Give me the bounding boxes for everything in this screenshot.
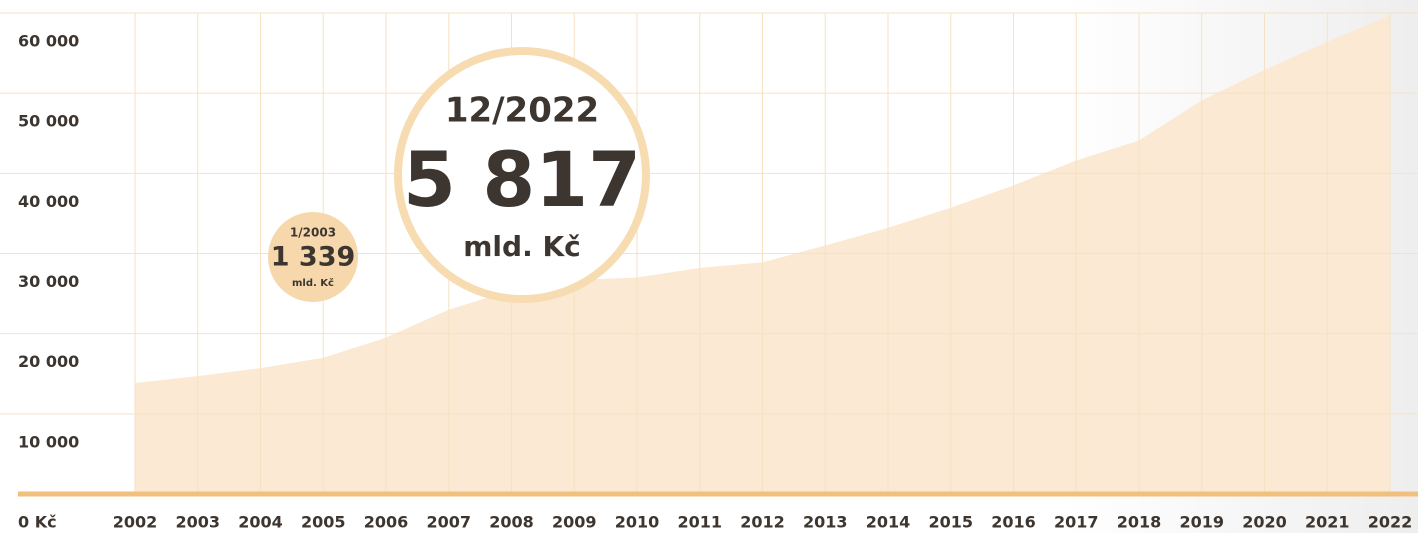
y-tick-label: 50 000 bbox=[18, 112, 79, 131]
x-tick-label: 2009 bbox=[552, 513, 597, 532]
annotation-unit: mld. Kč bbox=[463, 230, 581, 263]
y-tick-label: 0 Kč bbox=[18, 513, 57, 532]
x-tick-label: 2002 bbox=[113, 513, 158, 532]
x-tick-label: 2014 bbox=[866, 513, 911, 532]
x-tick-label: 2006 bbox=[364, 513, 409, 532]
x-tick-label: 2015 bbox=[928, 513, 973, 532]
annotation-date: 12/2022 bbox=[445, 91, 599, 131]
x-tick-label: 2003 bbox=[175, 513, 220, 532]
x-tick-label: 2016 bbox=[991, 513, 1036, 532]
x-tick-label: 2018 bbox=[1117, 513, 1162, 532]
annotation-amount: 5 817 bbox=[403, 135, 641, 224]
y-tick-label: 30 000 bbox=[18, 272, 79, 291]
x-tick-label: 2007 bbox=[426, 513, 471, 532]
x-tick-label: 2012 bbox=[740, 513, 785, 532]
x-tick-label: 2005 bbox=[301, 513, 346, 532]
y-tick-label: 20 000 bbox=[18, 352, 79, 371]
x-tick-label: 2011 bbox=[677, 513, 722, 532]
x-tick-label: 2021 bbox=[1305, 513, 1350, 532]
highlight-circle bbox=[394, 47, 650, 303]
annotation-date: 1/2003 bbox=[290, 226, 336, 240]
y-tick-label: 40 000 bbox=[18, 192, 79, 211]
y-tick-label: 60 000 bbox=[18, 32, 79, 51]
x-tick-label: 2017 bbox=[1054, 513, 1099, 532]
x-tick-label: 2019 bbox=[1179, 513, 1224, 532]
x-tick-label: 2022 bbox=[1368, 513, 1413, 532]
x-tick-label: 2004 bbox=[238, 513, 283, 532]
annotation-amount: 1 339 bbox=[271, 242, 356, 273]
x-tick-label: 2010 bbox=[615, 513, 660, 532]
highlight-circle bbox=[268, 212, 358, 302]
annotation-unit: mld. Kč bbox=[292, 277, 334, 289]
x-tick-label: 2008 bbox=[489, 513, 534, 532]
x-tick-label: 2020 bbox=[1242, 513, 1287, 532]
x-tick-label: 2013 bbox=[803, 513, 848, 532]
y-tick-label: 10 000 bbox=[18, 432, 79, 451]
